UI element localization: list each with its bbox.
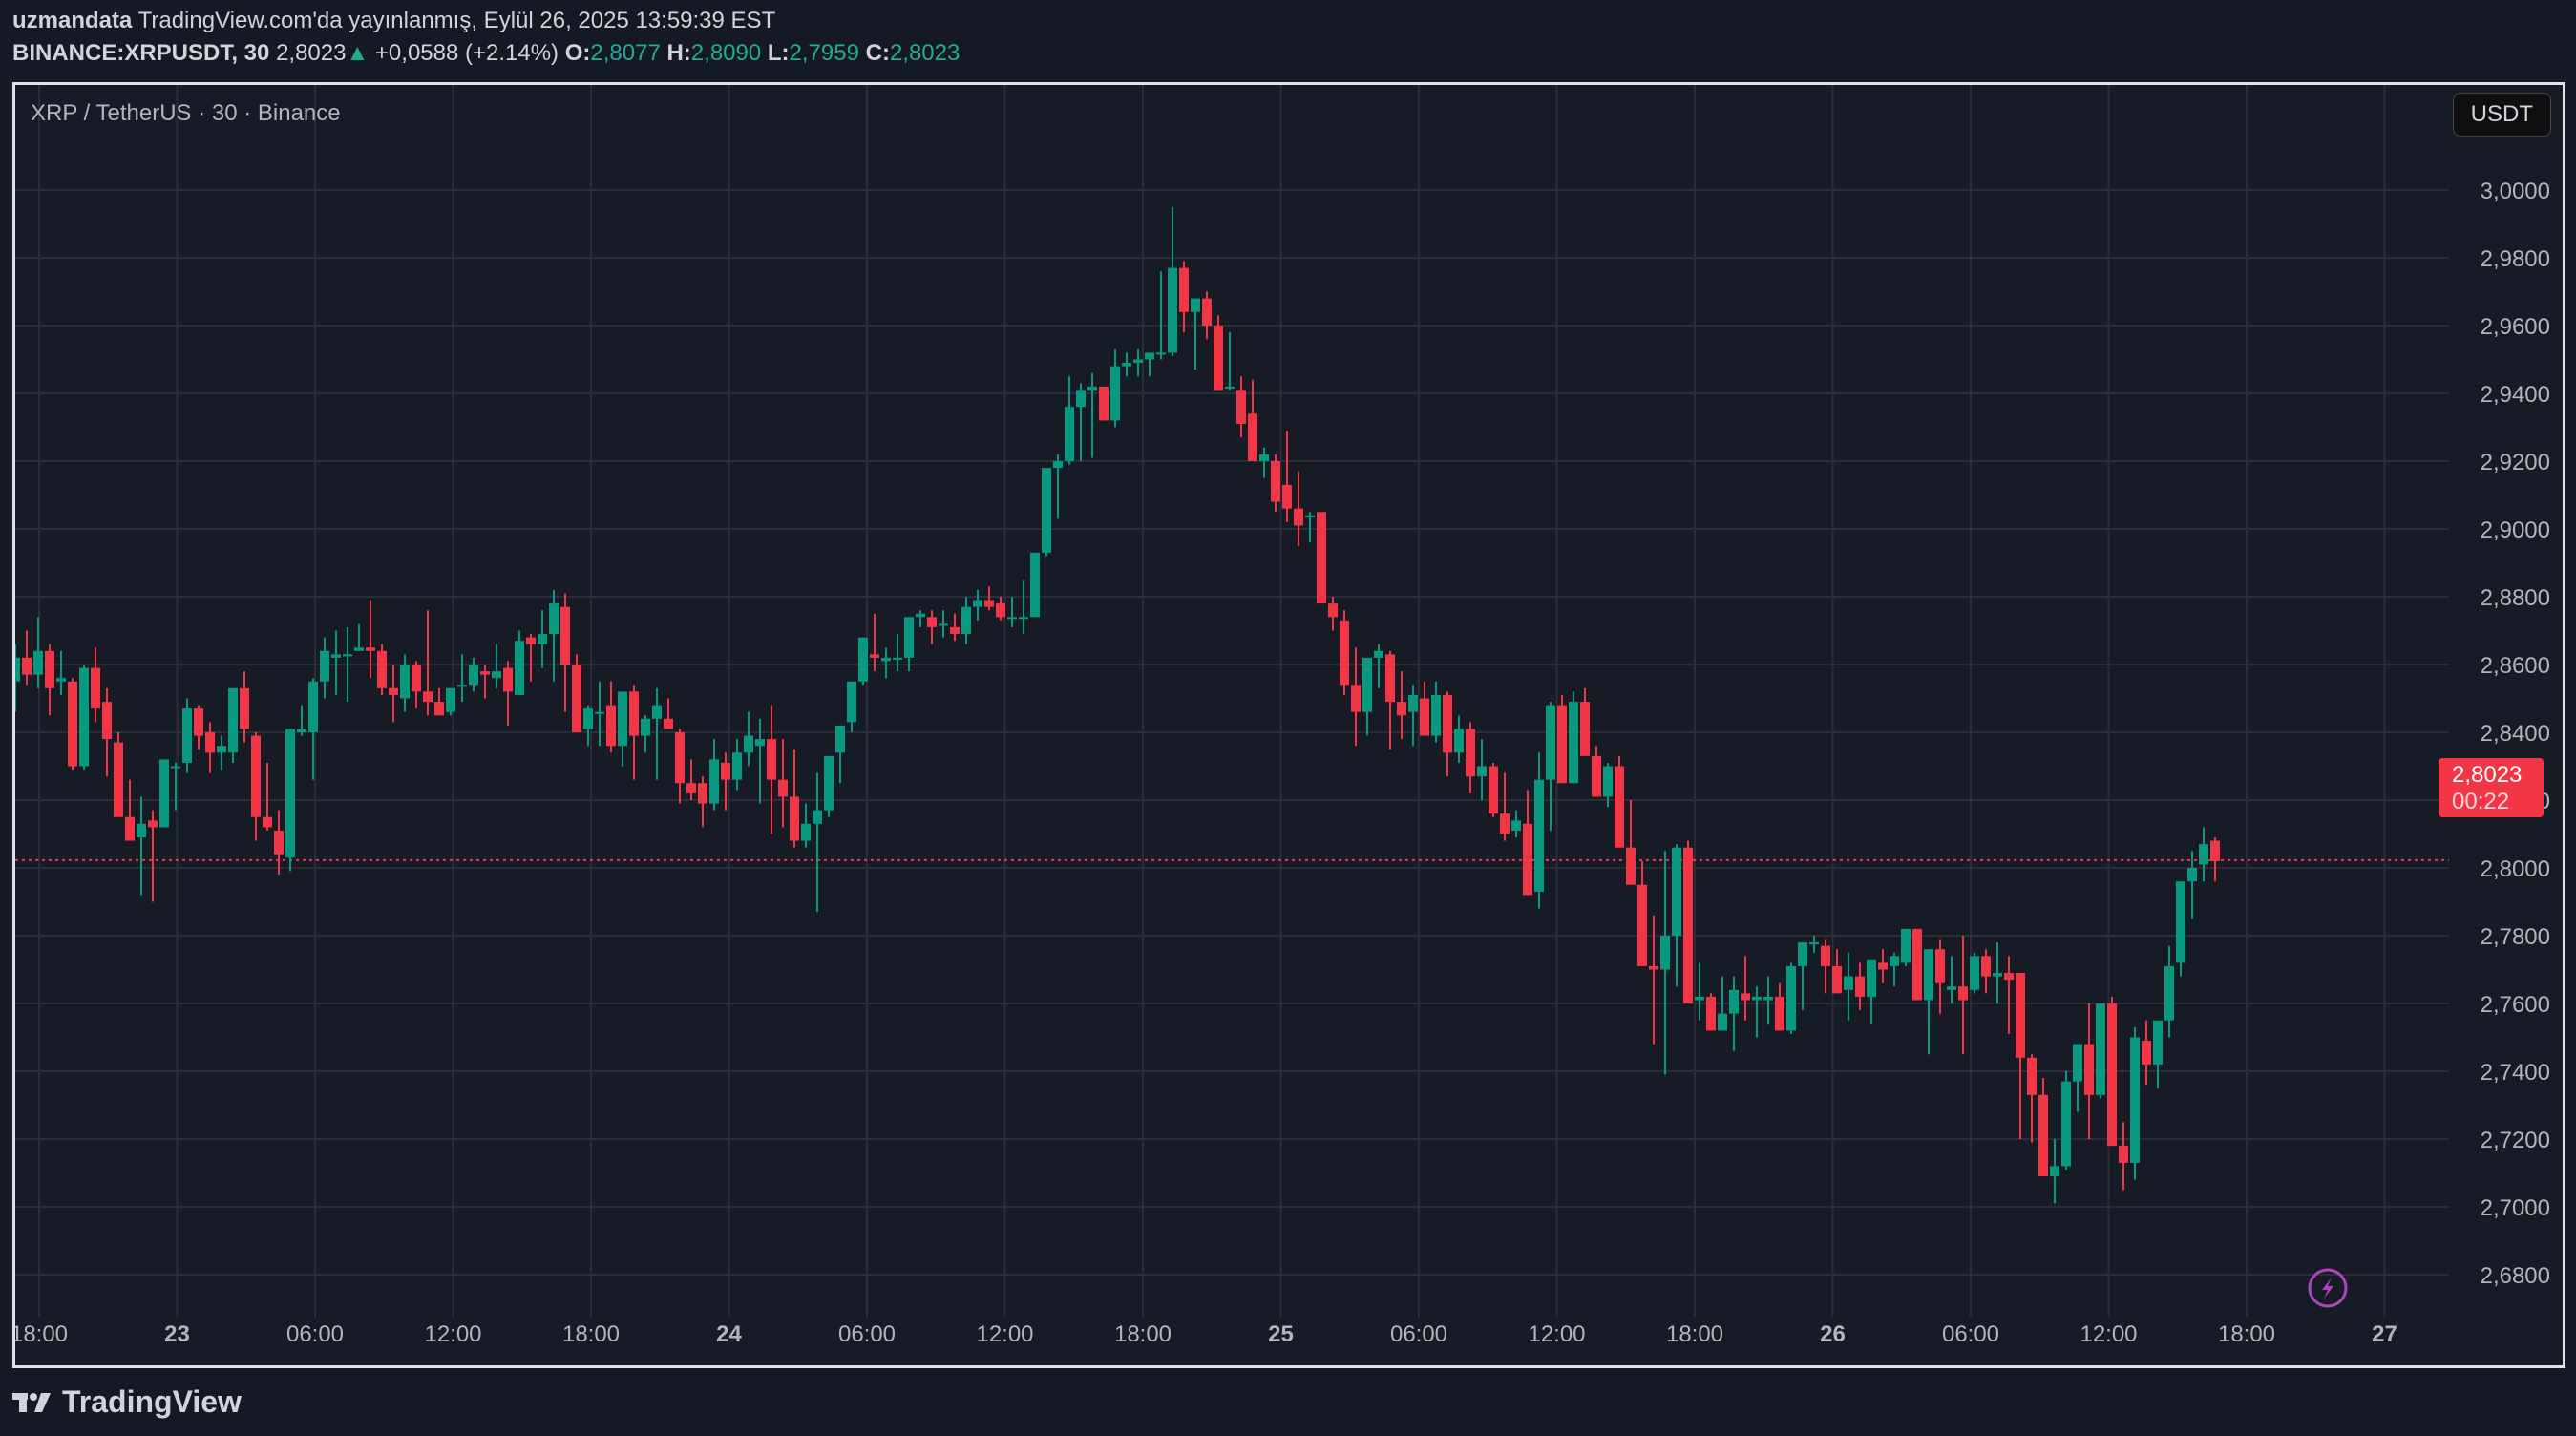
price-axis-label: 2,9800 [2481,246,2550,272]
price-axis-label: 2,8600 [2481,653,2550,679]
time-axis-label: 18:00 [2218,1321,2275,1347]
price-axis-label: 2,8400 [2481,721,2550,747]
low-label: L: [767,40,790,66]
tradingview-logo[interactable]: TradingView [12,1384,242,1420]
time-axis-label: 18:00 [15,1321,68,1347]
publish-text: TradingView.com'da yayınlanmış, Eylül 26… [137,8,776,33]
ohlc-legend: BINANCE:XRPUSDT, 30 2,8023▲ +0,0588 (+2.… [12,40,960,67]
lightning-icon[interactable] [2308,1268,2348,1308]
low-value: 2,7959 [789,40,859,66]
time-axis-label: 23 [164,1321,190,1347]
time-axis-label: 12:00 [1528,1321,1585,1347]
price-axis-label: 3,0000 [2481,179,2550,204]
author-name: uzmandata [12,8,133,33]
time-axis-label: 24 [716,1321,742,1347]
candlestick-plot[interactable]: 3,0000 2,9800 2,9600 2,9400 2,9200 2,9000 2,88… [15,85,2563,1365]
bar-countdown: 00:22 [2452,789,2510,814]
last-price-tag: 2,8023 00:22 [2439,758,2544,817]
symbol-label: BINANCE:XRPUSDT, 30 [12,40,270,66]
time-axis-label: 06:00 [838,1321,896,1347]
price-axis-label: 2,7400 [2481,1060,2550,1086]
price-axis-label: 2,9600 [2481,314,2550,340]
time-axis-label: 12:00 [976,1321,1033,1347]
price-axis-label: 2,9400 [2481,382,2550,408]
high-value: 2,8090 [690,40,762,66]
price-change: +0,0588 (+2.14%) [374,40,560,66]
last-price: 2,8023 [276,40,347,66]
price-axis-label: 2,8800 [2481,585,2550,611]
price-axis-label: 2,7800 [2481,924,2550,950]
close-value: 2,8023 [889,40,961,66]
price-axis-label: 2,6800 [2481,1263,2550,1289]
price-axis-label: 2,7600 [2481,992,2550,1018]
high-label: H: [666,40,691,66]
time-axis-label: 25 [1268,1321,1294,1347]
logo-text: TradingView [62,1384,242,1419]
publish-info: uzmandata TradingView.com'da yayınlanmış… [12,8,775,34]
price-axis-label: 2,7200 [2481,1128,2550,1153]
up-triangle-icon: ▲ [346,40,370,66]
open-label: O: [564,40,591,66]
time-axis-label: 12:00 [2080,1321,2137,1347]
price-axis-label: 2,9000 [2481,517,2550,543]
time-axis-label: 18:00 [1666,1321,1723,1347]
price-axis-label: 2,8000 [2481,856,2550,882]
currency-button[interactable]: USDT [2452,93,2551,137]
time-axis-label: 06:00 [1942,1321,1999,1347]
tradingview-logo-icon [12,1392,51,1412]
price-axis-label: 2,7000 [2481,1195,2550,1221]
time-axis-label: 18:00 [562,1321,620,1347]
time-axis-label: 27 [2372,1321,2397,1347]
time-axis-label: 06:00 [286,1321,344,1347]
open-value: 2,8077 [590,40,661,66]
time-axis-label: 26 [1820,1321,1846,1347]
time-axis-label: 12:00 [424,1321,481,1347]
time-axis-label: 06:00 [1390,1321,1447,1347]
time-axis-label: 18:00 [1114,1321,1172,1347]
price-tag-value: 2,8023 [2452,762,2523,788]
price-axis-label: 2,9200 [2481,450,2550,475]
chart-pane[interactable]: 3,0000 2,9800 2,9600 2,9400 2,9200 2,9000 2,88… [12,82,2565,1368]
close-label: C: [865,40,890,66]
chart-title: XRP / TetherUS · 30 · Binance [31,100,341,126]
